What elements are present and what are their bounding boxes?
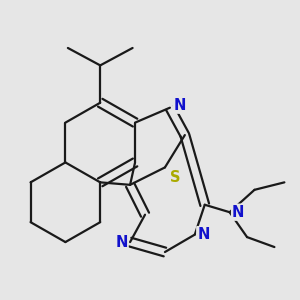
Text: N: N: [197, 227, 210, 242]
Text: N: N: [115, 235, 128, 250]
Text: S: S: [170, 170, 180, 185]
Text: N: N: [232, 205, 244, 220]
Text: N: N: [174, 98, 186, 113]
